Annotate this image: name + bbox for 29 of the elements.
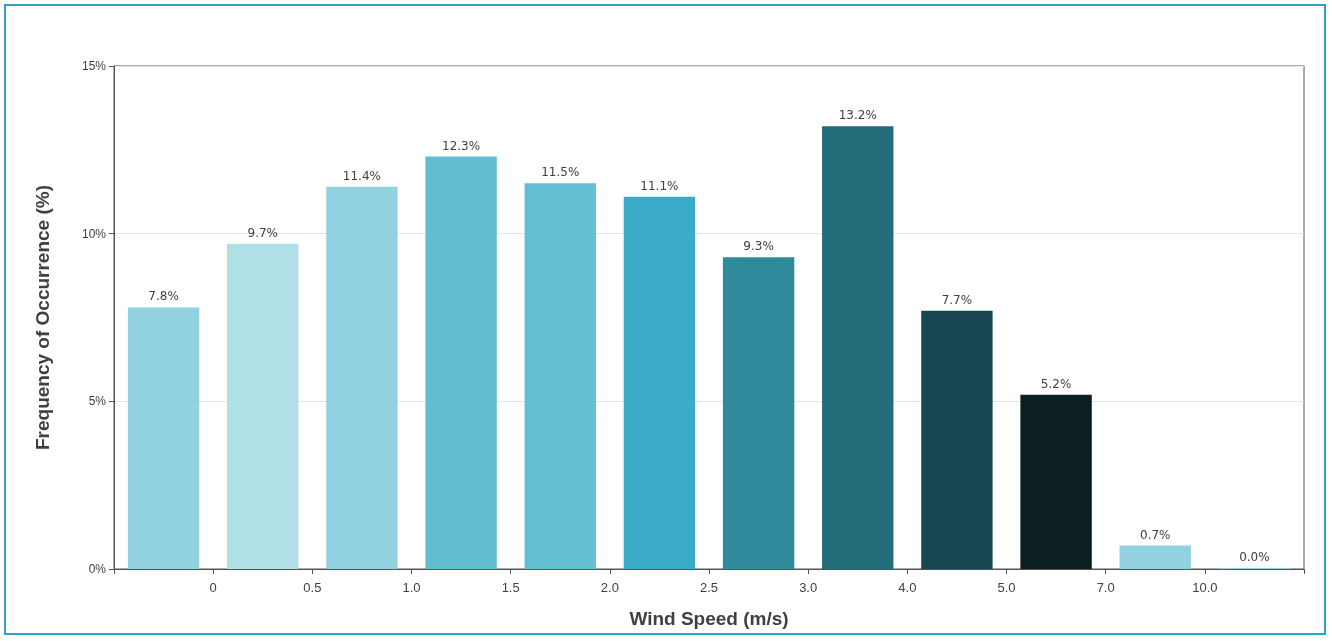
data-label: 11.5% xyxy=(541,165,580,180)
x-axis-title: Wind Speed (m/s) xyxy=(629,608,789,629)
data-label: 9.3% xyxy=(743,239,774,254)
y-tick-label: 10% xyxy=(81,226,107,241)
x-tick-label: 3.0 xyxy=(799,580,818,595)
x-tick-label: 2.0 xyxy=(600,580,619,595)
data-label: 5.2% xyxy=(1040,376,1072,391)
y-axis-title: Frequency of Occurrence (%) xyxy=(32,184,53,451)
data-label: 7.8% xyxy=(148,289,179,304)
data-label: 9.7% xyxy=(247,225,278,240)
x-tick-label: 2.5 xyxy=(699,580,719,595)
y-tick-label: 0% xyxy=(88,562,107,576)
data-label: 12.3% xyxy=(442,138,481,153)
x-tick-label: 10.0 xyxy=(1192,580,1218,595)
y-tick-label: 15% xyxy=(81,59,107,73)
y-tick-label: 5% xyxy=(88,394,107,409)
data-label: 7.7% xyxy=(941,292,973,307)
x-tick-label: 0 xyxy=(209,580,217,595)
x-tick-label: 1.5 xyxy=(501,580,520,595)
x-tick-label: 1.0 xyxy=(402,580,421,595)
data-label: 0.0% xyxy=(1239,550,1270,564)
x-tick-label: 5.0 xyxy=(997,580,1016,595)
data-label: 11.1% xyxy=(640,178,679,193)
data-label: 0.7% xyxy=(1140,527,1171,542)
x-tick-label: 4.0 xyxy=(898,580,917,595)
x-tick-label: 7.0 xyxy=(1096,580,1115,595)
data-label: 13.2% xyxy=(838,108,877,123)
x-tick-label: 0.5 xyxy=(303,580,322,595)
data-label: 11.4% xyxy=(342,168,381,183)
